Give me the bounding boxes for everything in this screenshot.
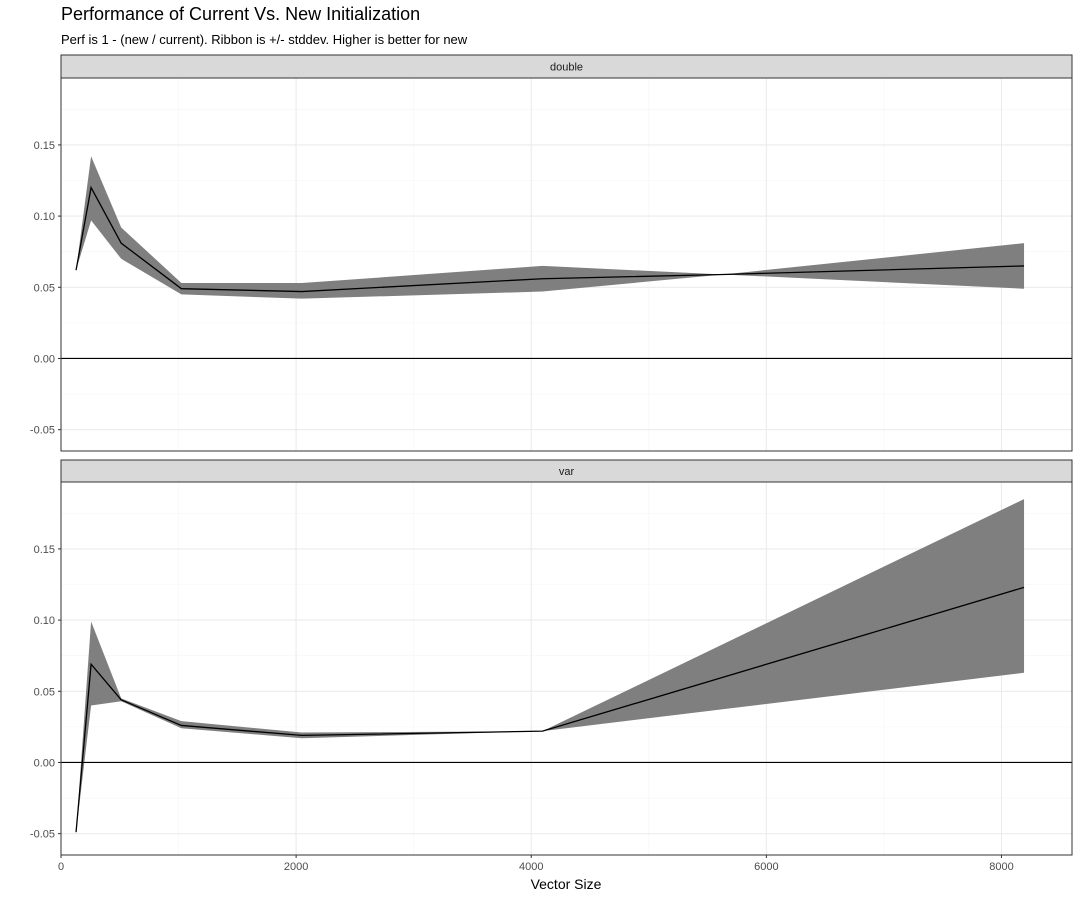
y-tick-label: 0.00 xyxy=(34,757,55,769)
y-tick-label: 0.05 xyxy=(34,282,55,294)
chart-title: Performance of Current Vs. New Initializ… xyxy=(61,4,420,24)
y-tick-label: 0.05 xyxy=(34,686,55,698)
x-tick-label: 2000 xyxy=(284,861,308,873)
x-axis-title: Vector Size xyxy=(531,876,602,892)
x-tick-label: 0 xyxy=(58,861,64,873)
facet-panel-var: var -0.05 0.00 0.05 0.10 0.15 xyxy=(30,459,1073,856)
x-tick-label: 6000 xyxy=(754,861,778,873)
x-tick-label: 4000 xyxy=(519,861,543,873)
y-tick-label: -0.05 xyxy=(30,425,55,437)
stddev-ribbon xyxy=(76,156,1025,299)
y-tick-label: 0.10 xyxy=(34,211,55,223)
facet-panel-double: double -0.05 0.00 0.05 0.10 0.15 xyxy=(30,54,1073,452)
y-tick-label: 0.15 xyxy=(34,544,55,556)
facet-panels: double -0.05 0.00 0.05 0.10 0.15 var -0.05 0.00 0… xyxy=(30,54,1073,856)
facet-strip-label: var xyxy=(559,466,575,478)
y-tick-label: -0.05 xyxy=(30,829,55,841)
y-tick-label: 0.15 xyxy=(34,140,55,152)
x-axis: 0 2000 4000 6000 8000 xyxy=(58,855,1014,873)
stddev-ribbon xyxy=(76,499,1025,833)
x-tick-label: 8000 xyxy=(989,861,1013,873)
y-tick-label: 0.10 xyxy=(34,615,55,627)
facet-strip-label: double xyxy=(550,62,583,74)
perf-line xyxy=(75,586,1025,833)
perf-line xyxy=(75,185,1025,293)
panel-border xyxy=(60,481,1073,856)
panel-border xyxy=(60,77,1073,452)
chart-subtitle: Perf is 1 - (new / current). Ribbon is +… xyxy=(61,32,468,47)
y-tick-label: 0.00 xyxy=(34,353,55,365)
